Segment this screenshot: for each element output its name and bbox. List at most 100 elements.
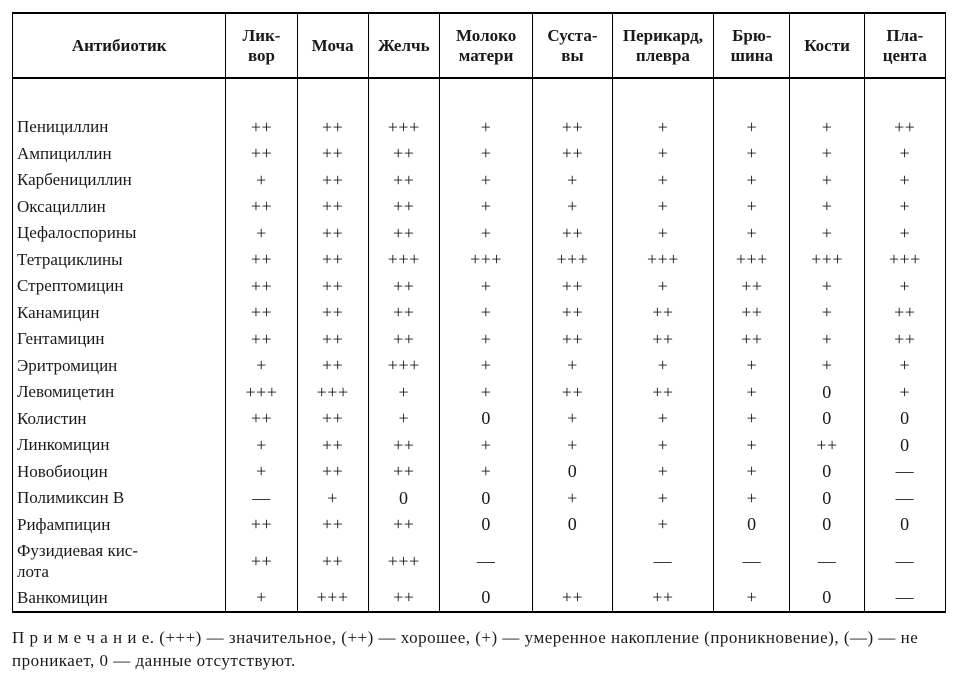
value-cell: + [714,220,790,247]
value-cell: + [226,432,297,459]
col-header: Лик-вор [226,13,297,78]
value-cell: ++ [226,299,297,326]
value-cell: + [714,352,790,379]
value-cell: ++ [226,140,297,167]
value-cell: +++ [864,246,945,273]
antibiotic-name: Колистин [13,405,226,432]
value-cell: +++ [533,246,612,273]
value-cell: + [714,379,790,406]
table-row: Ампициллин+++++++++++++ [13,140,946,167]
value-cell: ++ [714,273,790,300]
table-row: Эритромицин++++++++++++ [13,352,946,379]
col-header: Моча [297,13,368,78]
table-row: Карбенициллин+++++++++++ [13,167,946,194]
value-cell: 0 [864,432,945,459]
value-cell: 0 [790,458,864,485]
value-cell: 0 [439,511,533,538]
table-row: Ванкомицин++++++0+++++0— [13,584,946,612]
table-row: Гентамицин++++++++++++++++ [13,326,946,353]
value-cell: — [864,485,945,512]
table-footnote: П р и м е ч а н и е. (+++) — значительно… [12,627,946,673]
value-cell: ++ [368,220,439,247]
antibiotic-name: Левомицетин [13,379,226,406]
antibiotic-name: Рифампицин [13,511,226,538]
value-cell: ++ [297,538,368,585]
value-cell: + [612,114,714,141]
value-cell: + [533,405,612,432]
table-row: Стрептомицин++++++++++++++ [13,273,946,300]
value-cell: +++ [368,114,439,141]
table-row: Цефалоспорины++++++++++++ [13,220,946,247]
value-cell: + [439,220,533,247]
value-cell: ++ [864,326,945,353]
value-cell: + [612,352,714,379]
col-header: Молокоматери [439,13,533,78]
value-cell: + [612,167,714,194]
value-cell: +++ [368,246,439,273]
value-cell: ++ [297,193,368,220]
col-header: Кости [790,13,864,78]
value-cell: ++ [714,326,790,353]
value-cell: ++ [226,246,297,273]
value-cell: + [864,220,945,247]
value-cell: ++ [864,114,945,141]
value-cell: ++ [368,584,439,612]
value-cell: + [439,140,533,167]
value-cell: + [612,511,714,538]
antibiotic-name: Ванкомицин [13,584,226,612]
value-cell: + [864,352,945,379]
antibiotic-name: Эритромицин [13,352,226,379]
antibiotic-name: Фузидиевая кис-лота [13,538,226,585]
value-cell: ++ [612,379,714,406]
value-cell: ++ [368,273,439,300]
value-cell: 0 [439,584,533,612]
value-cell: ++ [226,273,297,300]
col-header: Брю-шина [714,13,790,78]
value-cell: ++ [533,299,612,326]
value-cell: + [533,485,612,512]
value-cell: + [790,273,864,300]
value-cell: ++ [533,220,612,247]
value-cell: ++ [368,193,439,220]
value-cell: + [790,299,864,326]
col-header: Перикард,плевра [612,13,714,78]
antibiotic-name: Тетрациклины [13,246,226,273]
value-cell: ++ [226,193,297,220]
value-cell: ++ [297,458,368,485]
value-cell: 0 [439,405,533,432]
value-cell: ++ [533,326,612,353]
value-cell: ++ [297,273,368,300]
value-cell: ++ [714,299,790,326]
value-cell: — [439,538,533,585]
value-cell: + [439,299,533,326]
table-row: Рифампицин++++++00+000 [13,511,946,538]
value-cell: + [790,326,864,353]
value-cell: + [714,140,790,167]
value-cell: + [612,458,714,485]
value-cell: +++ [226,379,297,406]
value-cell: + [368,379,439,406]
value-cell: 0 [790,511,864,538]
value-cell: ++ [297,352,368,379]
value-cell: 0 [864,511,945,538]
value-cell: + [368,405,439,432]
value-cell: 0 [368,485,439,512]
value-cell: +++ [368,352,439,379]
value-cell: ++ [297,326,368,353]
value-cell: — [864,538,945,585]
value-cell: +++ [368,538,439,585]
value-cell: + [714,193,790,220]
value-cell: ++ [297,140,368,167]
value-cell: +++ [439,246,533,273]
value-cell: ++ [612,584,714,612]
col-header: Суста-вы [533,13,612,78]
value-cell: + [714,458,790,485]
value-cell: 0 [790,485,864,512]
value-cell: 0 [533,511,612,538]
table-row: Линкомицин+++++++++++0 [13,432,946,459]
value-cell: + [439,352,533,379]
value-cell: 0 [714,511,790,538]
value-cell: ++ [226,511,297,538]
value-cell: + [439,273,533,300]
value-cell: + [612,485,714,512]
